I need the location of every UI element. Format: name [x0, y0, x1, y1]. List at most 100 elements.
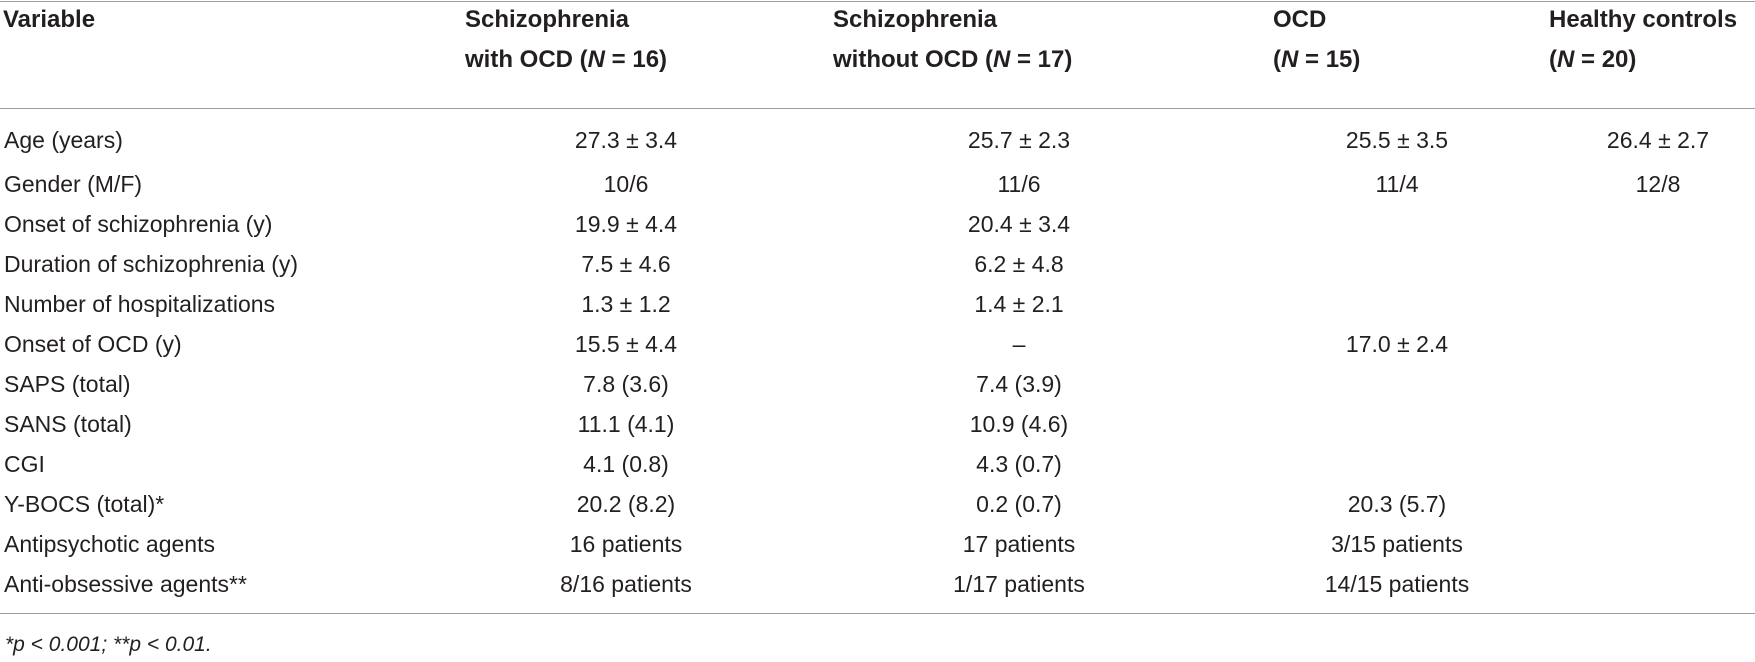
table-row: Age (years) 27.3 ± 3.4 25.7 ± 2.3 25.5 ±… [0, 108, 1755, 164]
bottom-rule [0, 613, 1755, 614]
cell-ocd: 20.3 (5.7) [1347, 491, 1447, 517]
cell-schizophrenia-without-ocd: 0.2 (0.7) [976, 491, 1062, 517]
cell-ocd: 25.5 ± 3.5 [1345, 127, 1449, 153]
cell-schizophrenia-without-ocd: 11/6 [997, 171, 1041, 197]
header-schizophrenia-with-ocd: Schizophrenia with OCD (N = 16) [465, 0, 833, 108]
header-line-1: Healthy controls [1549, 6, 1738, 33]
cell-ocd: 3/15 patients [1331, 531, 1463, 557]
cell-schizophrenia-with-ocd: 10/6 [603, 171, 649, 197]
cell-healthy-controls [1549, 524, 1755, 564]
cell-schizophrenia-with-ocd: 19.9 ± 4.4 [574, 211, 678, 237]
cell-schizophrenia-with-ocd: 16 patients [569, 531, 683, 557]
table-row: Number of hospitalizations 1.3 ± 1.2 1.4… [0, 284, 1755, 324]
header-line-2a: with OCD ( [465, 46, 588, 73]
table-row: Duration of schizophrenia (y) 7.5 ± 4.6 … [0, 244, 1755, 284]
header-line-1: Schizophrenia [833, 6, 998, 33]
cell-ocd: 17.0 ± 2.4 [1345, 331, 1449, 357]
row-label: Age (years) [4, 127, 123, 153]
cell-healthy-controls [1549, 284, 1755, 324]
cell-schizophrenia-without-ocd: 20.4 ± 3.4 [967, 211, 1071, 237]
table-row: Anti-obsessive agents** 8/16 patients 1/… [0, 564, 1755, 604]
cell-schizophrenia-without-ocd: 17 patients [962, 531, 1076, 557]
cell-ocd [1273, 444, 1549, 484]
row-label: Y-BOCS (total)* [4, 491, 165, 517]
row-label: Anti-obsessive agents** [4, 571, 247, 597]
cell-healthy-controls [1549, 204, 1755, 244]
header-n: N [587, 46, 605, 73]
cell-schizophrenia-without-ocd: 6.2 ± 4.8 [974, 251, 1064, 277]
cell-healthy-controls: 12/8 [1635, 171, 1681, 197]
row-label: SANS (total) [4, 411, 132, 437]
cell-schizophrenia-with-ocd: 8/16 patients [560, 571, 692, 597]
table-row: Onset of OCD (y) 15.5 ± 4.4 – 17.0 ± 2.4 [0, 324, 1755, 364]
cell-schizophrenia-without-ocd: 4.3 (0.7) [976, 451, 1062, 477]
cell-healthy-controls [1549, 364, 1755, 404]
cell-healthy-controls [1549, 564, 1755, 604]
cell-schizophrenia-with-ocd: 11.1 (4.1) [577, 411, 675, 437]
header-line-2a: without OCD ( [833, 46, 993, 73]
table-row: Y-BOCS (total)* 20.2 (8.2) 0.2 (0.7) 20.… [0, 484, 1755, 524]
row-label: Onset of OCD (y) [4, 331, 182, 357]
row-label: CGI [4, 451, 45, 477]
cell-ocd: 14/15 patients [1324, 571, 1470, 597]
row-label: Onset of schizophrenia (y) [4, 211, 273, 237]
cell-healthy-controls: 26.4 ± 2.7 [1606, 127, 1710, 153]
cell-ocd [1273, 244, 1549, 284]
header-line-1: Schizophrenia [465, 6, 630, 33]
cell-schizophrenia-without-ocd: 10.9 (4.6) [969, 411, 1069, 437]
cell-schizophrenia-without-ocd: 7.4 (3.9) [976, 371, 1062, 397]
header-variable-text: Variable [3, 6, 96, 33]
header-line-2b: = 17) [1010, 46, 1073, 73]
cell-ocd [1273, 284, 1549, 324]
cell-healthy-controls [1549, 404, 1755, 444]
cell-healthy-controls [1549, 324, 1755, 364]
table-row: SANS (total) 11.1 (4.1) 10.9 (4.6) [0, 404, 1755, 444]
table-row: Antipsychotic agents 16 patients 17 pati… [0, 524, 1755, 564]
demographics-table: Variable Schizophrenia with OCD (N = 16)… [0, 0, 1755, 604]
cell-schizophrenia-with-ocd: 27.3 ± 3.4 [574, 127, 678, 153]
table-footnote: *p < 0.001; **p < 0.01. [5, 633, 212, 656]
header-n: N [992, 46, 1011, 73]
header-healthy-controls: Healthy controls (N = 20) [1549, 0, 1755, 108]
cell-schizophrenia-with-ocd: 1.3 ± 1.2 [581, 291, 671, 317]
header-line-2b: = 16) [605, 46, 668, 73]
cell-schizophrenia-with-ocd: 7.5 ± 4.6 [581, 251, 671, 277]
header-schizophrenia-without-ocd: Schizophrenia without OCD (N = 17) [833, 0, 1273, 108]
cell-schizophrenia-without-ocd: 1.4 ± 2.1 [974, 291, 1064, 317]
cell-healthy-controls [1549, 484, 1755, 524]
cell-schizophrenia-without-ocd: – [1012, 331, 1026, 357]
row-label: Duration of schizophrenia (y) [4, 251, 299, 277]
row-label: Gender (M/F) [4, 171, 143, 197]
cell-schizophrenia-with-ocd: 4.1 (0.8) [583, 451, 669, 477]
top-rule [0, 1, 1755, 2]
row-label: Number of hospitalizations [4, 291, 276, 317]
header-line-2a: ( [1549, 46, 1557, 73]
row-label: SAPS (total) [4, 371, 131, 397]
header-line-2b: = 15) [1298, 46, 1361, 73]
header-rule [0, 108, 1755, 109]
header-row: Variable Schizophrenia with OCD (N = 16)… [0, 0, 1755, 108]
cell-ocd: 11/4 [1375, 171, 1419, 197]
header-n: N [1557, 46, 1575, 73]
table-row: Gender (M/F) 10/6 11/6 11/4 12/8 [0, 164, 1755, 204]
header-variable: Variable [0, 0, 465, 108]
cell-ocd [1273, 364, 1549, 404]
cell-healthy-controls [1549, 244, 1755, 284]
table-row: CGI 4.1 (0.8) 4.3 (0.7) [0, 444, 1755, 484]
table-row: Onset of schizophrenia (y) 19.9 ± 4.4 20… [0, 204, 1755, 244]
cell-ocd [1273, 404, 1549, 444]
cell-schizophrenia-with-ocd: 7.8 (3.6) [583, 371, 669, 397]
header-n: N [1281, 46, 1299, 73]
cell-schizophrenia-without-ocd: 1/17 patients [953, 571, 1085, 597]
row-label: Antipsychotic agents [4, 531, 215, 557]
header-line-2a: ( [1273, 46, 1281, 73]
cell-healthy-controls [1549, 444, 1755, 484]
header-line-2b: = 20) [1574, 46, 1637, 73]
cell-schizophrenia-with-ocd: 15.5 ± 4.4 [574, 331, 678, 357]
cell-schizophrenia-with-ocd: 20.2 (8.2) [576, 491, 676, 517]
header-line-1: OCD [1273, 6, 1327, 33]
cell-schizophrenia-without-ocd: 25.7 ± 2.3 [967, 127, 1071, 153]
cell-ocd [1273, 204, 1549, 244]
table-row: SAPS (total) 7.8 (3.6) 7.4 (3.9) [0, 364, 1755, 404]
